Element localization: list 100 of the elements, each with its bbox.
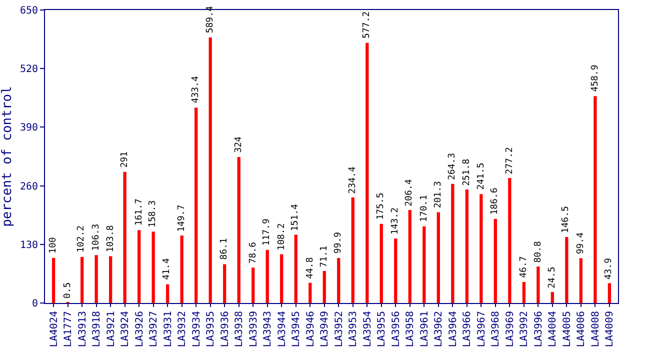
data-label: 146.5 xyxy=(561,206,572,234)
bar xyxy=(294,234,298,303)
x-tick-label: LA1777 xyxy=(63,311,74,348)
x-tick-label: LA4004 xyxy=(548,311,559,348)
x-tick-label: LA3913 xyxy=(77,311,88,348)
y-tick-label: 520 xyxy=(20,64,38,76)
data-label: 234.4 xyxy=(348,166,358,194)
bar xyxy=(94,255,98,303)
x-tick-label: LA4006 xyxy=(576,311,588,348)
bar xyxy=(237,156,240,303)
y-tick-label: 0 xyxy=(32,298,38,310)
data-label: 0.5 xyxy=(63,282,74,299)
bar xyxy=(109,256,112,303)
x-tick-label: LA3946 xyxy=(305,311,316,348)
bar xyxy=(451,184,454,303)
bar xyxy=(194,108,198,303)
data-label: 108.2 xyxy=(276,223,287,250)
data-label: 46.7 xyxy=(518,256,529,278)
data-label: 24.5 xyxy=(547,266,558,288)
data-label: 117.9 xyxy=(262,218,272,246)
bar xyxy=(138,230,141,303)
data-label: 158.3 xyxy=(148,200,158,228)
bar xyxy=(465,190,468,303)
bar xyxy=(322,270,326,303)
data-label: 99.9 xyxy=(334,232,344,254)
x-tick-label: LA3966 xyxy=(462,311,474,348)
bar xyxy=(522,282,526,303)
bar xyxy=(180,236,184,303)
bar xyxy=(266,250,269,303)
x-tick-label: LA3939 xyxy=(248,311,260,348)
bar xyxy=(252,268,255,303)
bar xyxy=(166,284,170,303)
x-tick-label: LA3921 xyxy=(106,311,117,348)
x-tick-label: LA3931 xyxy=(162,311,174,348)
data-label: 433.4 xyxy=(190,76,201,104)
bar xyxy=(123,172,126,303)
data-label: 103.8 xyxy=(106,225,116,252)
x-tick-label: LA3992 xyxy=(519,311,530,348)
data-label: 151.4 xyxy=(290,204,301,232)
y-tick-label: 130 xyxy=(20,240,38,251)
data-label: 201.3 xyxy=(434,181,444,208)
x-tick-label: LA3936 xyxy=(220,311,231,348)
bar xyxy=(280,254,284,303)
data-label: 175.5 xyxy=(376,192,386,220)
x-tick-label: LA3954 xyxy=(362,311,374,348)
x-tick-label: LA3926 xyxy=(134,311,146,348)
data-label: 277.2 xyxy=(505,147,516,174)
bar xyxy=(594,96,597,303)
data-label: 241.5 xyxy=(476,162,487,190)
data-label: 71.1 xyxy=(319,246,330,268)
x-tick-label: LA3964 xyxy=(448,311,459,348)
bar xyxy=(380,224,383,303)
data-label: 170.1 xyxy=(419,194,430,222)
bar xyxy=(366,42,369,303)
x-tick-label: LA3949 xyxy=(320,311,331,348)
bar xyxy=(308,282,312,303)
x-tick-label: LA3924 xyxy=(120,311,132,348)
data-label: 100 xyxy=(48,237,59,254)
data-label: 102.2 xyxy=(76,225,87,252)
bar xyxy=(422,226,426,303)
x-tick-label: LA3956 xyxy=(390,311,402,348)
bar xyxy=(436,212,440,303)
data-label: 106.3 xyxy=(92,224,102,251)
data-label: 78.6 xyxy=(248,242,259,264)
y-tick-label: 390 xyxy=(20,122,38,134)
x-tick-label: LA3961 xyxy=(419,311,430,348)
data-label: 291 xyxy=(120,151,130,168)
bar xyxy=(52,258,56,303)
data-label: 186.6 xyxy=(490,188,500,215)
y-tick-label: 260 xyxy=(20,181,38,192)
data-label: 251.8 xyxy=(462,158,472,186)
data-label: 589.4 xyxy=(206,6,216,34)
x-tick-label: LA3969 xyxy=(504,311,516,348)
data-label: 161.7 xyxy=(134,198,144,226)
x-tick-label: LA3968 xyxy=(490,311,502,348)
x-tick-label: LA3934 xyxy=(191,311,202,348)
x-tick-label: LA4005 xyxy=(562,311,573,348)
data-label: 149.7 xyxy=(176,204,187,232)
bar xyxy=(152,232,155,303)
x-tick-label: LA3918 xyxy=(92,311,103,348)
x-tick-label: LA3932 xyxy=(177,311,188,348)
data-label: 99.4 xyxy=(576,232,586,254)
y-tick-label: 650 xyxy=(20,6,38,16)
data-label: 80.8 xyxy=(534,241,544,263)
data-label: 324 xyxy=(234,136,244,153)
x-tick-label: LA4009 xyxy=(604,311,616,348)
bar xyxy=(223,264,226,303)
bar xyxy=(565,236,568,303)
x-tick-label: LA3927 xyxy=(148,311,160,348)
bar xyxy=(550,292,554,303)
bar xyxy=(579,258,583,303)
bar xyxy=(337,258,340,303)
x-tick-label: LA3943 xyxy=(262,311,274,348)
x-tick-label: LA3962 xyxy=(434,311,445,348)
data-label: 458.9 xyxy=(590,64,601,92)
x-tick-label: LA3952 xyxy=(334,311,345,348)
y-axis-title: percent of control xyxy=(0,86,15,227)
data-label: 264.3 xyxy=(447,152,458,180)
bar xyxy=(394,238,398,303)
x-tick-label: LA3958 xyxy=(405,311,416,348)
